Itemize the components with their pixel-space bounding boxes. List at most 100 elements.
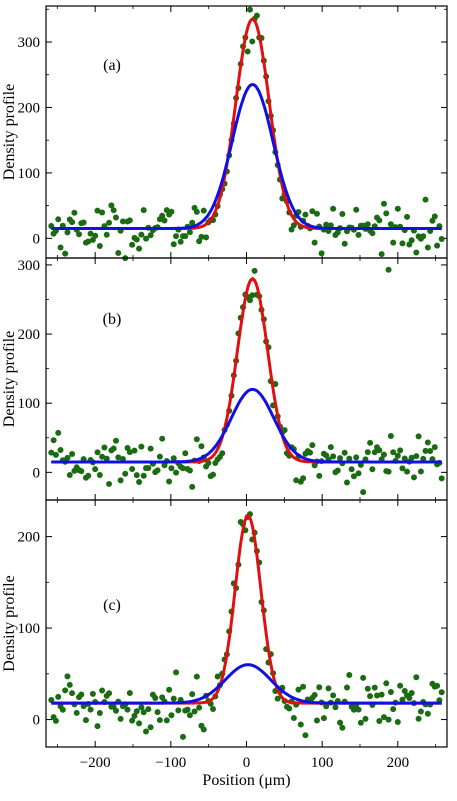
- data-point: [106, 690, 113, 697]
- data-point: [431, 444, 438, 451]
- data-point: [417, 468, 424, 475]
- data-point: [166, 686, 173, 693]
- data-point: [115, 249, 122, 256]
- data-point: [184, 706, 191, 713]
- data-point: [313, 717, 320, 724]
- data-point: [387, 689, 394, 696]
- data-point: [170, 455, 177, 462]
- data-point: [126, 689, 133, 696]
- data-point: [106, 219, 113, 226]
- data-point: [110, 445, 117, 452]
- fit-curve-red: [51, 276, 442, 464]
- data-point: [369, 466, 376, 473]
- data-point: [413, 249, 420, 256]
- data-point: [417, 708, 424, 715]
- data-point: [136, 720, 143, 727]
- data-point: [346, 672, 353, 679]
- data-point: [364, 449, 371, 456]
- y-tick-label: 100: [18, 166, 41, 182]
- data-point: [281, 427, 288, 434]
- data-point: [355, 706, 362, 713]
- data-point: [193, 436, 200, 443]
- data-point: [385, 716, 392, 723]
- data-point: [364, 685, 371, 692]
- data-point: [376, 447, 383, 454]
- data-point: [401, 455, 408, 462]
- data-point: [62, 687, 69, 694]
- data-point: [59, 706, 66, 713]
- data-point: [390, 706, 397, 713]
- data-point: [136, 479, 143, 486]
- data-point: [138, 443, 145, 450]
- data-point: [133, 472, 140, 479]
- data-point: [434, 682, 441, 689]
- data-point: [353, 454, 360, 461]
- data-point: [346, 455, 353, 462]
- data-point: [210, 471, 217, 478]
- data-point: [71, 209, 78, 216]
- y-tick-label: 200: [18, 100, 41, 116]
- data-point: [214, 673, 221, 680]
- y-tick-label: 0: [33, 713, 41, 729]
- data-point: [76, 231, 83, 238]
- data-point: [251, 267, 258, 274]
- data-point: [387, 433, 394, 440]
- data-point: [318, 250, 325, 257]
- data-point: [320, 715, 327, 722]
- data-point: [122, 470, 129, 477]
- data-point: [394, 718, 401, 725]
- data-point: [394, 205, 401, 212]
- data-point: [316, 684, 323, 691]
- data-point: [99, 453, 106, 460]
- y-tick-label: 0: [33, 465, 41, 481]
- data-point: [131, 447, 138, 454]
- panel-label: (c): [103, 597, 121, 614]
- data-point: [415, 433, 422, 440]
- data-point: [431, 213, 438, 220]
- data-point: [62, 250, 69, 257]
- data-point: [401, 687, 408, 694]
- data-point: [66, 471, 73, 478]
- data-point: [94, 207, 101, 214]
- data-point: [376, 217, 383, 224]
- data-point: [371, 684, 378, 691]
- data-point: [341, 449, 348, 456]
- data-point: [196, 704, 203, 711]
- data-point: [85, 238, 92, 245]
- data-point: [353, 206, 360, 213]
- data-point: [119, 218, 126, 225]
- data-point: [152, 694, 159, 701]
- x-axis-label: Position (μm): [202, 772, 290, 789]
- data-point: [112, 707, 119, 714]
- data-point: [99, 687, 106, 694]
- data-point: [309, 208, 316, 215]
- data-point: [147, 445, 154, 452]
- data-point: [290, 222, 297, 229]
- data-point: [422, 447, 429, 454]
- data-point: [341, 240, 348, 247]
- data-point: [323, 703, 330, 710]
- data-point: [311, 692, 318, 699]
- data-point: [369, 230, 376, 237]
- data-point: [334, 467, 341, 474]
- data-point: [78, 691, 85, 698]
- data-point: [168, 465, 175, 472]
- data-point: [300, 475, 307, 482]
- data-point: [249, 38, 256, 45]
- data-point: [219, 450, 226, 457]
- data-point: [147, 232, 154, 239]
- data-point: [163, 717, 170, 724]
- data-point: [179, 465, 186, 472]
- data-point: [408, 237, 415, 244]
- data-point: [424, 439, 431, 446]
- data-point: [52, 717, 59, 724]
- data-point: [249, 292, 256, 299]
- data-point: [387, 221, 394, 228]
- data-point: [80, 703, 87, 710]
- plot-frame-1: [45, 5, 448, 259]
- data-point: [177, 238, 184, 245]
- data-point: [168, 712, 175, 719]
- data-point: [397, 447, 404, 454]
- data-point: [203, 234, 210, 241]
